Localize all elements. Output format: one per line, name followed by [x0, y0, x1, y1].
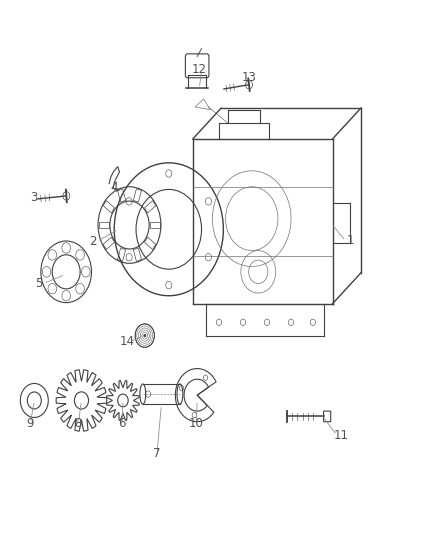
Text: 4: 4 [110, 181, 118, 195]
Bar [103, 200, 114, 213]
Text: 14: 14 [120, 335, 135, 349]
Bar [117, 248, 126, 261]
Text: 13: 13 [242, 71, 257, 84]
Circle shape [144, 334, 146, 337]
Text: 5: 5 [35, 277, 43, 290]
Text: 12: 12 [192, 63, 207, 76]
Text: 11: 11 [334, 429, 349, 442]
Text: 3: 3 [30, 191, 37, 204]
Bar [145, 200, 156, 213]
Text: 10: 10 [189, 417, 204, 430]
Bar [133, 189, 141, 202]
Text: 1: 1 [346, 235, 354, 247]
Text: 7: 7 [153, 447, 161, 460]
Bar [145, 237, 156, 249]
Bar [99, 222, 109, 228]
Bar [133, 248, 141, 261]
Text: 2: 2 [88, 235, 96, 248]
Text: 6: 6 [118, 417, 126, 430]
Bar [150, 222, 160, 228]
Bar [117, 189, 126, 202]
Text: 9: 9 [27, 417, 34, 430]
Bar [103, 237, 114, 249]
Text: 8: 8 [75, 417, 82, 430]
